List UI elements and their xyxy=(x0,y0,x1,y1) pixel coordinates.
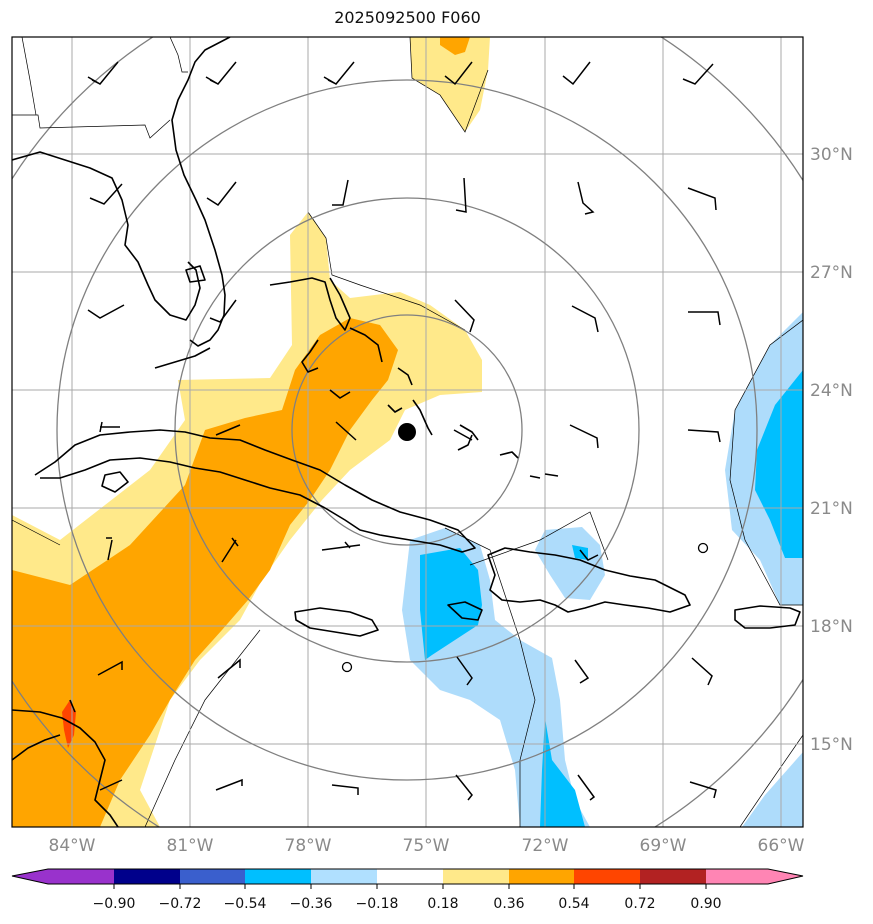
lon-label-69W: 69°W xyxy=(640,836,687,856)
orange-anomaly-core xyxy=(12,318,398,827)
colorbar-label: 0.36 xyxy=(493,896,524,912)
colorbar-label: −0.72 xyxy=(159,896,202,912)
colorbar-outline xyxy=(11,868,804,885)
coastlines xyxy=(12,37,801,827)
colorbar-label: −0.54 xyxy=(224,896,267,912)
blue-anomaly-east xyxy=(755,370,803,558)
colorbar-label: 0.90 xyxy=(690,896,721,912)
lon-label-78W: 78°W xyxy=(285,836,332,856)
colorbar-extend-high xyxy=(768,869,803,884)
colorbar-label: 0.18 xyxy=(427,896,458,912)
lat-label-15N: 15°N xyxy=(810,735,853,755)
colorbar-label: 0.72 xyxy=(624,896,655,912)
lon-label-84W: 84°W xyxy=(49,836,96,856)
lat-label-21N: 21°N xyxy=(810,499,853,519)
map-frame xyxy=(11,36,804,828)
lon-label-72W: 72°W xyxy=(522,836,569,856)
lightblue-anomaly-southeast xyxy=(742,752,803,827)
blue-anomaly-hispaniola xyxy=(572,545,588,560)
lat-label-30N: 30°N xyxy=(810,145,853,165)
colorbar-label: −0.18 xyxy=(356,896,399,912)
colorbar-swatch xyxy=(377,869,443,884)
colorbar-swatch xyxy=(706,869,768,884)
colorbar-swatch xyxy=(574,869,640,884)
lon-label-75W: 75°W xyxy=(403,836,450,856)
central-america-coastline xyxy=(12,709,119,827)
colorbar-label: 0.54 xyxy=(558,896,589,912)
state-boundaries xyxy=(12,37,188,139)
colorbar-swatch xyxy=(245,869,311,884)
yellow-anomaly-north xyxy=(410,37,490,132)
colorbar-label: −0.36 xyxy=(290,896,333,912)
blue-anomaly-south xyxy=(540,718,585,827)
range-rings xyxy=(12,37,803,827)
colorbar-label: −0.90 xyxy=(93,896,136,912)
colorbar-swatch xyxy=(640,869,706,884)
colorbar: −0.90 −0.72 −0.54 −0.36 −0.18 0.18 0.36 … xyxy=(11,868,804,912)
colorbar-swatch xyxy=(311,869,377,884)
storm-center-marker xyxy=(398,423,416,441)
colorbar-swatch xyxy=(114,869,180,884)
colorbar-swatch xyxy=(443,869,509,884)
lon-label-66W: 66°W xyxy=(758,836,805,856)
lat-label-27N: 27°N xyxy=(810,263,853,283)
colorbar-swatch xyxy=(509,869,574,884)
lon-label-81W: 81°W xyxy=(167,836,214,856)
colorbar-swatch xyxy=(180,869,245,884)
lat-label-24N: 24°N xyxy=(810,381,853,401)
florida-coastline xyxy=(171,37,231,347)
calm-wind-icon xyxy=(697,542,709,554)
puerto-rico-coastline xyxy=(734,605,801,629)
calm-wind-icon xyxy=(341,661,353,673)
lightblue-anomaly-hispaniola xyxy=(535,527,605,600)
colorbar-extend-low xyxy=(12,869,48,884)
colorbar-swatch xyxy=(48,869,114,884)
jamaica-coastline xyxy=(294,607,379,637)
hispaniola-coastline xyxy=(487,547,691,613)
graticule xyxy=(12,37,803,827)
bahamas-andros xyxy=(269,277,351,331)
orange-anomaly-north xyxy=(440,37,470,55)
map-title: 2025092500 F060 xyxy=(334,8,481,27)
wind-barbs xyxy=(87,61,721,801)
cuba-coastline xyxy=(34,429,476,553)
map-area xyxy=(12,37,803,827)
lat-label-18N: 18°N xyxy=(810,617,853,637)
